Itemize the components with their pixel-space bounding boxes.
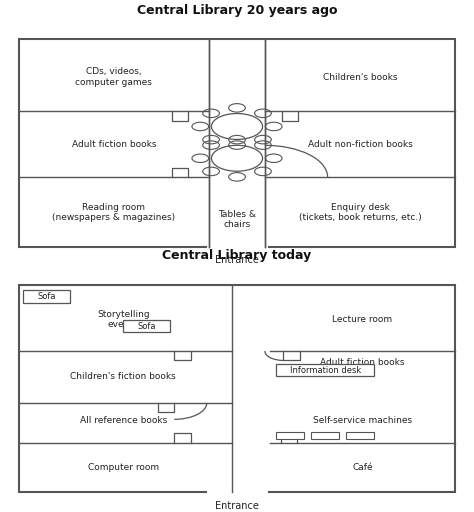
Text: Children's books: Children's books [323, 73, 397, 81]
Text: Entrance: Entrance [215, 501, 259, 510]
Bar [18, 39, 456, 247]
Text: Adult fiction books: Adult fiction books [72, 140, 156, 148]
Bar [276, 432, 304, 439]
Bar [123, 320, 170, 332]
Text: Entrance: Entrance [215, 255, 259, 265]
Text: Adult non-fiction books: Adult non-fiction books [308, 140, 412, 148]
Bar [311, 432, 339, 439]
Text: Sofa: Sofa [37, 292, 56, 301]
Bar [18, 285, 456, 493]
Text: CDs, videos,
computer games: CDs, videos, computer games [75, 67, 152, 87]
Text: Children's fiction books: Children's fiction books [70, 372, 176, 381]
Title: Central Library today: Central Library today [163, 249, 311, 262]
Text: Adult fiction books: Adult fiction books [320, 358, 405, 367]
Text: Enquiry desk
(tickets, book returns, etc.): Enquiry desk (tickets, book returns, etc… [299, 203, 421, 222]
Bar [276, 365, 374, 376]
Text: Information desk: Information desk [290, 366, 361, 375]
Bar [23, 290, 70, 303]
Text: Storytelling
events: Storytelling events [97, 310, 149, 329]
Text: Computer room: Computer room [88, 463, 159, 472]
Text: Self-service machines: Self-service machines [313, 416, 412, 425]
Text: All reference books: All reference books [80, 416, 167, 425]
Text: Tables &
chairs: Tables & chairs [218, 210, 256, 229]
Text: Sofa: Sofa [137, 322, 155, 331]
Bar [346, 432, 374, 439]
Title: Central Library 20 years ago: Central Library 20 years ago [137, 4, 337, 16]
Text: Reading room
(newspapers & magazines): Reading room (newspapers & magazines) [52, 203, 175, 222]
Text: Café: Café [352, 463, 373, 472]
Text: Lecture room: Lecture room [332, 315, 392, 324]
